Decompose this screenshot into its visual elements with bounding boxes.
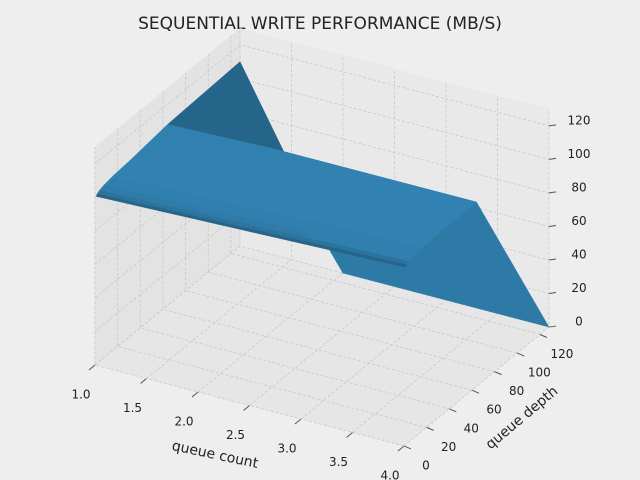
z-tick <box>548 191 557 194</box>
grid-line <box>185 72 495 373</box>
y-tick-label: 40 <box>464 421 479 435</box>
surface-patch <box>301 240 407 268</box>
x-tick <box>88 364 96 371</box>
z-tick <box>548 224 557 227</box>
z-tick <box>548 292 557 295</box>
x-tick <box>294 418 302 425</box>
grid-line <box>94 44 550 165</box>
x-tick-label: 2.0 <box>174 414 193 428</box>
grid-line <box>94 147 405 447</box>
x-tick <box>140 378 147 384</box>
x-tick-label: 4.0 <box>380 468 399 480</box>
y-tick-label: 0 <box>422 458 430 472</box>
y-tick <box>517 352 525 357</box>
x-tick-label: 2.5 <box>226 428 245 442</box>
y-tick <box>494 371 502 376</box>
z-tick <box>548 157 557 160</box>
x-tick-label: 1.0 <box>71 388 90 402</box>
x-tick <box>191 391 199 398</box>
z-tick <box>548 124 557 127</box>
y-tick-label: 100 <box>528 366 551 380</box>
y-tick-label: 120 <box>550 347 573 361</box>
z-tick <box>548 325 557 328</box>
y-tick <box>403 445 412 450</box>
floor-pane <box>95 246 549 446</box>
x-tick-label: 1.5 <box>123 401 142 415</box>
x-tick <box>397 445 405 452</box>
grid-line <box>117 128 427 428</box>
x-tick-label: 3.5 <box>329 455 348 469</box>
z-tick-label: 80 <box>571 180 586 194</box>
y-tick-label: 80 <box>509 384 524 398</box>
y-tick <box>539 334 548 338</box>
y-tick <box>471 389 480 394</box>
z-tick <box>548 258 557 261</box>
x-tick <box>243 405 250 411</box>
chart-title: SEQUENTIAL WRITE PERFORMANCE (MB/S) <box>138 14 502 34</box>
z-tick-label: 40 <box>571 247 586 261</box>
y-tick-label: 20 <box>441 440 456 454</box>
z-tick-label: 120 <box>568 113 591 127</box>
y-tick <box>449 408 457 413</box>
z-tick-label: 100 <box>568 147 591 161</box>
z-tick-label: 0 <box>575 315 583 329</box>
grid-line <box>139 109 450 410</box>
grid-line <box>162 91 473 391</box>
x-tick-label: 3.0 <box>277 441 296 455</box>
z-tick-label: 60 <box>571 214 586 228</box>
grid-line <box>207 54 518 354</box>
grid-line <box>230 35 541 335</box>
z-tick-label: 20 <box>571 281 586 295</box>
y-tick-label: 60 <box>486 403 501 417</box>
y-tick <box>426 426 434 431</box>
x-tick <box>346 432 353 438</box>
